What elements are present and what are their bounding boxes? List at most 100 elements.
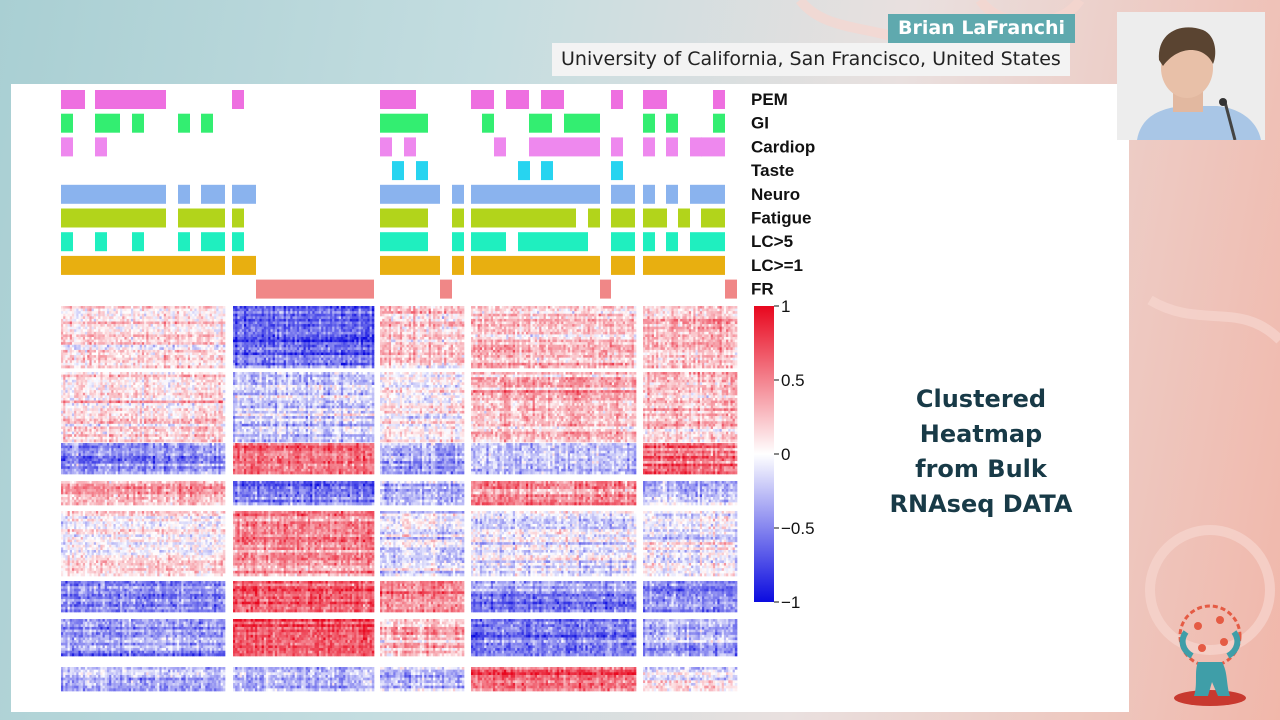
heatmap-cell <box>100 340 103 343</box>
heatmap-cell <box>83 350 86 353</box>
heatmap-cell <box>175 363 178 366</box>
heatmap-cell <box>235 365 238 368</box>
heatmap-cell <box>107 347 110 350</box>
heatmap-cell <box>70 347 73 350</box>
heatmap-cell <box>404 309 407 312</box>
heatmap-cell <box>103 306 106 309</box>
heatmap-cell <box>393 316 396 319</box>
heatmap-cell <box>203 314 206 317</box>
heatmap-cell <box>194 324 197 327</box>
heatmap-cell <box>312 329 315 332</box>
heatmap-cell <box>138 319 141 322</box>
heatmap-cell <box>255 365 258 368</box>
heatmap-cell <box>87 327 90 330</box>
heatmap-cell <box>304 340 307 343</box>
annotation-segment <box>518 232 588 251</box>
heatmap-cell <box>389 316 392 319</box>
heatmap-cell <box>281 345 284 348</box>
heatmap-cell <box>129 311 132 314</box>
heatmap-cell <box>277 363 280 366</box>
heatmap-cell <box>223 363 226 366</box>
heatmap-cell <box>142 337 145 340</box>
heatmap-cell <box>273 365 276 368</box>
heatmap-cell <box>372 340 375 343</box>
heatmap-cell <box>118 347 121 350</box>
heatmap-cell <box>118 355 121 358</box>
heatmap-cell <box>63 309 66 312</box>
heatmap-cell <box>87 340 90 343</box>
heatmap-cell <box>343 314 346 317</box>
heatmap-cell <box>133 360 136 363</box>
heatmap-cell <box>446 306 449 309</box>
heatmap-cell <box>422 314 425 317</box>
heatmap-cell <box>118 365 121 368</box>
heatmap-cell <box>127 324 130 327</box>
heatmap-cell <box>240 329 243 332</box>
heatmap-cell <box>146 337 149 340</box>
heatmap-cell <box>120 340 123 343</box>
heatmap-cell <box>81 314 84 317</box>
heatmap-cell <box>365 365 368 368</box>
heatmap-cell <box>308 337 311 340</box>
heatmap-cell <box>437 311 440 314</box>
heatmap-cell <box>304 314 307 317</box>
heatmap-cell <box>74 319 77 322</box>
heatmap-cell <box>162 329 165 332</box>
heatmap-cell <box>248 329 251 332</box>
heatmap-cell <box>275 345 278 348</box>
heatmap-cell <box>290 347 293 350</box>
heatmap-cell <box>68 355 71 358</box>
heatmap-cell <box>246 332 249 335</box>
heatmap-cell <box>140 355 143 358</box>
heatmap-cell <box>418 314 421 317</box>
heatmap-cell <box>442 319 445 322</box>
heatmap-cell <box>118 306 121 309</box>
heatmap-cell <box>312 358 315 361</box>
heatmap-cell <box>259 355 262 358</box>
heatmap-cell <box>255 360 258 363</box>
annotation-segment <box>380 185 440 204</box>
heatmap-cell <box>155 365 158 368</box>
heatmap-cell <box>124 350 127 353</box>
heatmap-cell <box>68 358 71 361</box>
heatmap-cell <box>348 355 351 358</box>
heatmap-cell <box>299 327 302 330</box>
heatmap-cell <box>85 322 88 325</box>
heatmap-cell <box>400 319 403 322</box>
heatmap-cell <box>100 332 103 335</box>
heatmap-cell <box>242 350 245 353</box>
heatmap-cell <box>113 353 116 356</box>
heatmap-cell <box>162 365 165 368</box>
heatmap-cell <box>323 322 326 325</box>
heatmap-cell <box>339 340 342 343</box>
heatmap-cell <box>98 322 101 325</box>
heatmap-cell <box>124 314 127 317</box>
heatmap-cell <box>457 322 460 325</box>
heatmap-cell <box>181 347 184 350</box>
heatmap-cell <box>284 355 287 358</box>
heatmap-cell <box>179 358 182 361</box>
heatmap-cell <box>319 329 322 332</box>
heatmap-cell <box>113 350 116 353</box>
heatmap-cell <box>321 340 324 343</box>
heatmap-cell <box>345 316 348 319</box>
heatmap-cell <box>179 340 182 343</box>
annotation-segment <box>452 185 464 204</box>
heatmap-cell <box>92 334 95 337</box>
heatmap-cell <box>120 337 123 340</box>
heatmap-cell <box>68 345 71 348</box>
heatmap-cell <box>78 316 81 319</box>
heatmap-cell <box>398 322 401 325</box>
heatmap-cell <box>122 360 125 363</box>
heatmap-cell <box>65 306 68 309</box>
heatmap-cell <box>462 319 465 322</box>
heatmap-cell <box>155 350 158 353</box>
heatmap-cell <box>221 340 224 343</box>
heatmap-cell <box>120 353 123 356</box>
heatmap-cell <box>129 327 132 330</box>
heatmap-cell <box>402 319 405 322</box>
heatmap-cell <box>103 342 106 345</box>
heatmap-cell <box>270 329 273 332</box>
heatmap-cell <box>148 329 151 332</box>
heatmap-cell <box>354 342 357 345</box>
